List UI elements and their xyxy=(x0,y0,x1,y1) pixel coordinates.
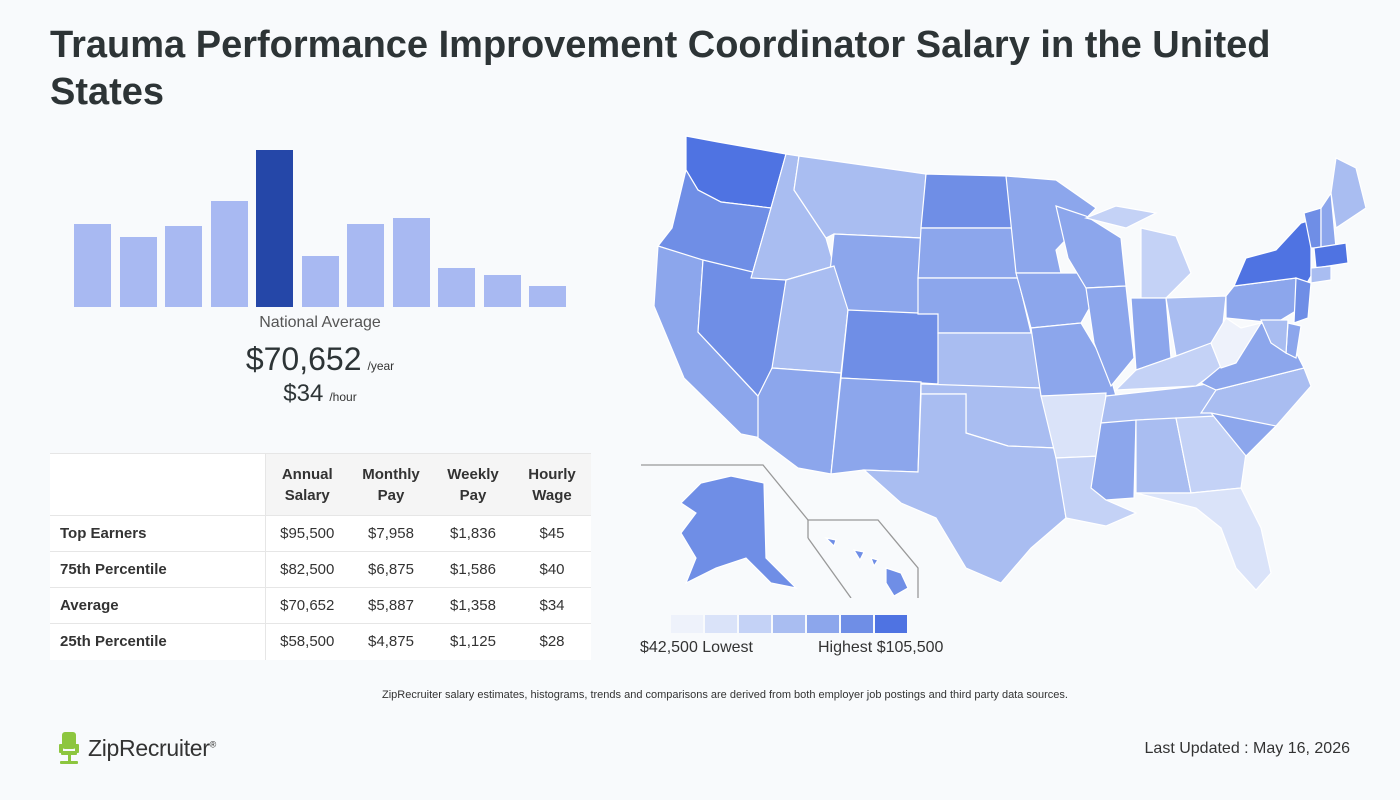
annual-cell: $58,500 xyxy=(265,623,349,660)
histogram-bar xyxy=(210,200,248,307)
table-row: Top Earners $95,500 $7,958 $1,836 $45 xyxy=(50,515,591,552)
table-header-hourly: Hourly Wage xyxy=(513,453,591,516)
state-AK xyxy=(680,475,798,589)
state-CT xyxy=(1310,265,1332,284)
hawaii-inset-border xyxy=(808,519,919,598)
histogram-bar xyxy=(165,226,202,307)
histogram-bar xyxy=(119,236,157,307)
annual-salary-value: $70,652 xyxy=(245,341,362,377)
monthly-cell: $6,875 xyxy=(349,551,433,588)
table-row: Average $70,652 $5,887 $1,358 $34 xyxy=(50,587,591,624)
table-header-monthly: Monthly Pay xyxy=(349,453,433,516)
table-row: 25th Percentile $58,500 $4,875 $1,125 $2… xyxy=(50,623,591,660)
table-header-row: Annual Salary Monthly Pay Weekly Pay Hou… xyxy=(50,453,591,516)
legend-high-label: Highest $105,500 xyxy=(818,639,944,656)
hawaii-inset-side xyxy=(807,537,852,598)
hourly-cell: $34 xyxy=(513,587,591,624)
annual-unit: /year xyxy=(367,359,395,373)
table-row: 75th Percentile $82,500 $6,875 $1,586 $4… xyxy=(50,551,591,588)
state-IN xyxy=(1130,297,1172,371)
page-title: Trauma Performance Improvement Coordinat… xyxy=(50,24,1271,113)
ziprecruiter-logo[interactable]: ZipRecruiter® xyxy=(58,730,216,766)
monthly-cell: $5,887 xyxy=(349,587,433,624)
state-SD xyxy=(917,227,1019,279)
state-NJ xyxy=(1293,277,1312,324)
brand-name-text: ZipRecruiter xyxy=(88,734,210,761)
state-IL xyxy=(1085,285,1135,388)
salary-percentile-table: Annual Salary Monthly Pay Weekly Pay Hou… xyxy=(50,453,591,660)
row-label: 75th Percentile xyxy=(50,551,266,588)
histogram-bar xyxy=(392,218,430,307)
row-label: 25th Percentile xyxy=(50,623,266,660)
hourly-unit: /hour xyxy=(329,390,357,404)
table-header-weekly: Weekly Pay xyxy=(433,453,513,516)
national-average-label: National Average xyxy=(259,314,381,331)
state-MD xyxy=(1260,319,1289,355)
legend-swatch xyxy=(807,615,839,633)
state-ME xyxy=(1330,157,1366,230)
monthly-cell: $7,958 xyxy=(349,515,433,552)
weekly-cell: $1,358 xyxy=(433,587,513,624)
legend-swatch xyxy=(739,615,771,633)
national-annual: $70,652/year xyxy=(70,341,570,378)
state-CO xyxy=(840,309,942,385)
state-MA xyxy=(1313,242,1349,269)
state-ND xyxy=(920,173,1017,229)
table-header-blank xyxy=(50,453,266,516)
histogram-bar xyxy=(438,267,475,307)
state-IA xyxy=(1015,272,1095,329)
annual-cell: $95,500 xyxy=(265,515,349,552)
weekly-cell: $1,125 xyxy=(433,623,513,660)
legend-swatch xyxy=(841,615,873,633)
histogram-bar xyxy=(256,150,293,307)
histogram-bar xyxy=(529,286,566,307)
histogram-bar xyxy=(347,224,384,307)
row-label: Average xyxy=(50,587,266,624)
legend-swatch xyxy=(671,615,703,633)
annual-cell: $70,652 xyxy=(265,587,349,624)
hourly-cell: $40 xyxy=(513,551,591,588)
state-TX xyxy=(862,393,1067,584)
state-NM xyxy=(830,377,922,475)
us-salary-map xyxy=(641,135,1366,598)
brand-name: ZipRecruiter® xyxy=(88,735,216,762)
state-HI xyxy=(824,537,909,597)
row-label: Top Earners xyxy=(50,515,266,552)
state-DE xyxy=(1285,322,1302,359)
state-KS xyxy=(937,332,1042,389)
hourly-wage-value: $34 xyxy=(283,380,324,407)
weekly-cell: $1,586 xyxy=(433,551,513,588)
weekly-cell: $1,836 xyxy=(433,515,513,552)
legend-swatch xyxy=(705,615,737,633)
legend-swatch xyxy=(773,615,805,633)
state-AZ xyxy=(757,367,842,475)
annual-cell: $82,500 xyxy=(265,551,349,588)
national-hourly: $34/hour xyxy=(70,380,570,408)
histogram-bar xyxy=(483,274,521,307)
histogram-bar xyxy=(74,224,111,307)
state-NY xyxy=(1233,219,1312,290)
table-header-annual: Annual Salary xyxy=(265,453,349,516)
alaska-inset-border xyxy=(641,464,809,521)
salary-histogram xyxy=(70,150,570,307)
brand-mark: ® xyxy=(209,738,217,749)
hourly-cell: $45 xyxy=(513,515,591,552)
histogram-bar xyxy=(301,256,339,307)
state-MS xyxy=(1090,419,1137,501)
hourly-cell: $28 xyxy=(513,623,591,660)
monthly-cell: $4,875 xyxy=(349,623,433,660)
legend-swatch xyxy=(875,615,907,633)
state-MI xyxy=(1084,205,1192,299)
chair-icon xyxy=(59,732,79,764)
footnote: ZipRecruiter salary estimates, histogram… xyxy=(382,689,1068,701)
legend-low-label: $42,500 Lowest xyxy=(640,639,753,656)
state-FL xyxy=(1135,487,1272,591)
last-updated: Last Updated : May 16, 2026 xyxy=(1144,740,1350,757)
